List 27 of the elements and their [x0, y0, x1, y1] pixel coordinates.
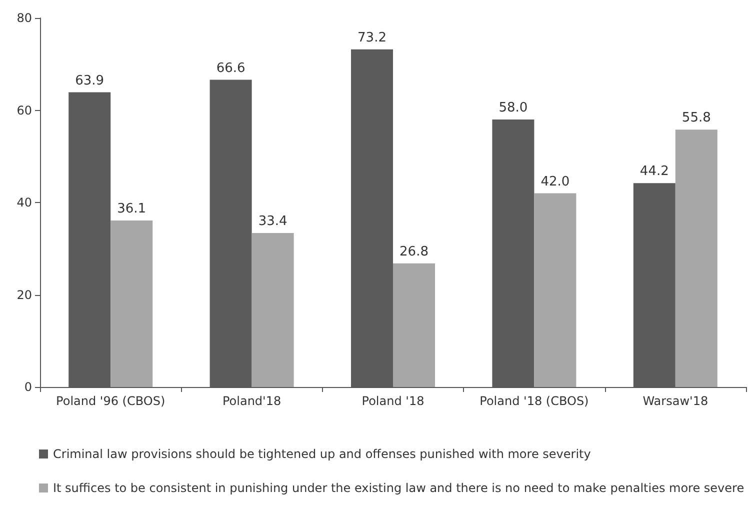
bar	[110, 220, 153, 387]
y-tick-label: 20	[16, 288, 32, 302]
data-label: 36.1	[117, 201, 146, 216]
bar	[252, 232, 294, 387]
x-tick-label: Poland'18	[222, 394, 282, 408]
data-label: 63.9	[75, 73, 104, 88]
y-tick-label: 80	[16, 11, 32, 25]
data-label: 66.6	[216, 60, 246, 76]
bar	[393, 263, 435, 387]
data-label: 42.0	[540, 174, 570, 190]
data-label: 58.0	[498, 100, 528, 116]
data-label: 26.8	[400, 244, 428, 260]
data-label: 55.8	[682, 110, 711, 126]
x-tick-label: Poland '96 (CBOS)	[56, 394, 166, 408]
y-tick-label: 40	[16, 196, 32, 210]
data-label: 33.4	[258, 214, 288, 229]
y-tick-label: 0	[24, 380, 32, 394]
bar	[534, 193, 576, 387]
data-label: 73.2	[358, 30, 386, 46]
legend-label: It suffices to be consistent in punishing under the existing law and there is no need to make penalties more severe	[53, 481, 744, 495]
y-tick-label: 60	[16, 103, 32, 118]
x-tick-label: Poland '18 (CBOS)	[480, 394, 589, 408]
x-tick-label: Poland '18	[362, 394, 424, 408]
bar	[675, 130, 718, 387]
x-tick-label: Warsaw'18	[642, 394, 708, 408]
data-label: 44.2	[640, 164, 669, 180]
legend-label: Criminal law provisions should be tightened up and offenses punished with more severity	[53, 447, 591, 461]
